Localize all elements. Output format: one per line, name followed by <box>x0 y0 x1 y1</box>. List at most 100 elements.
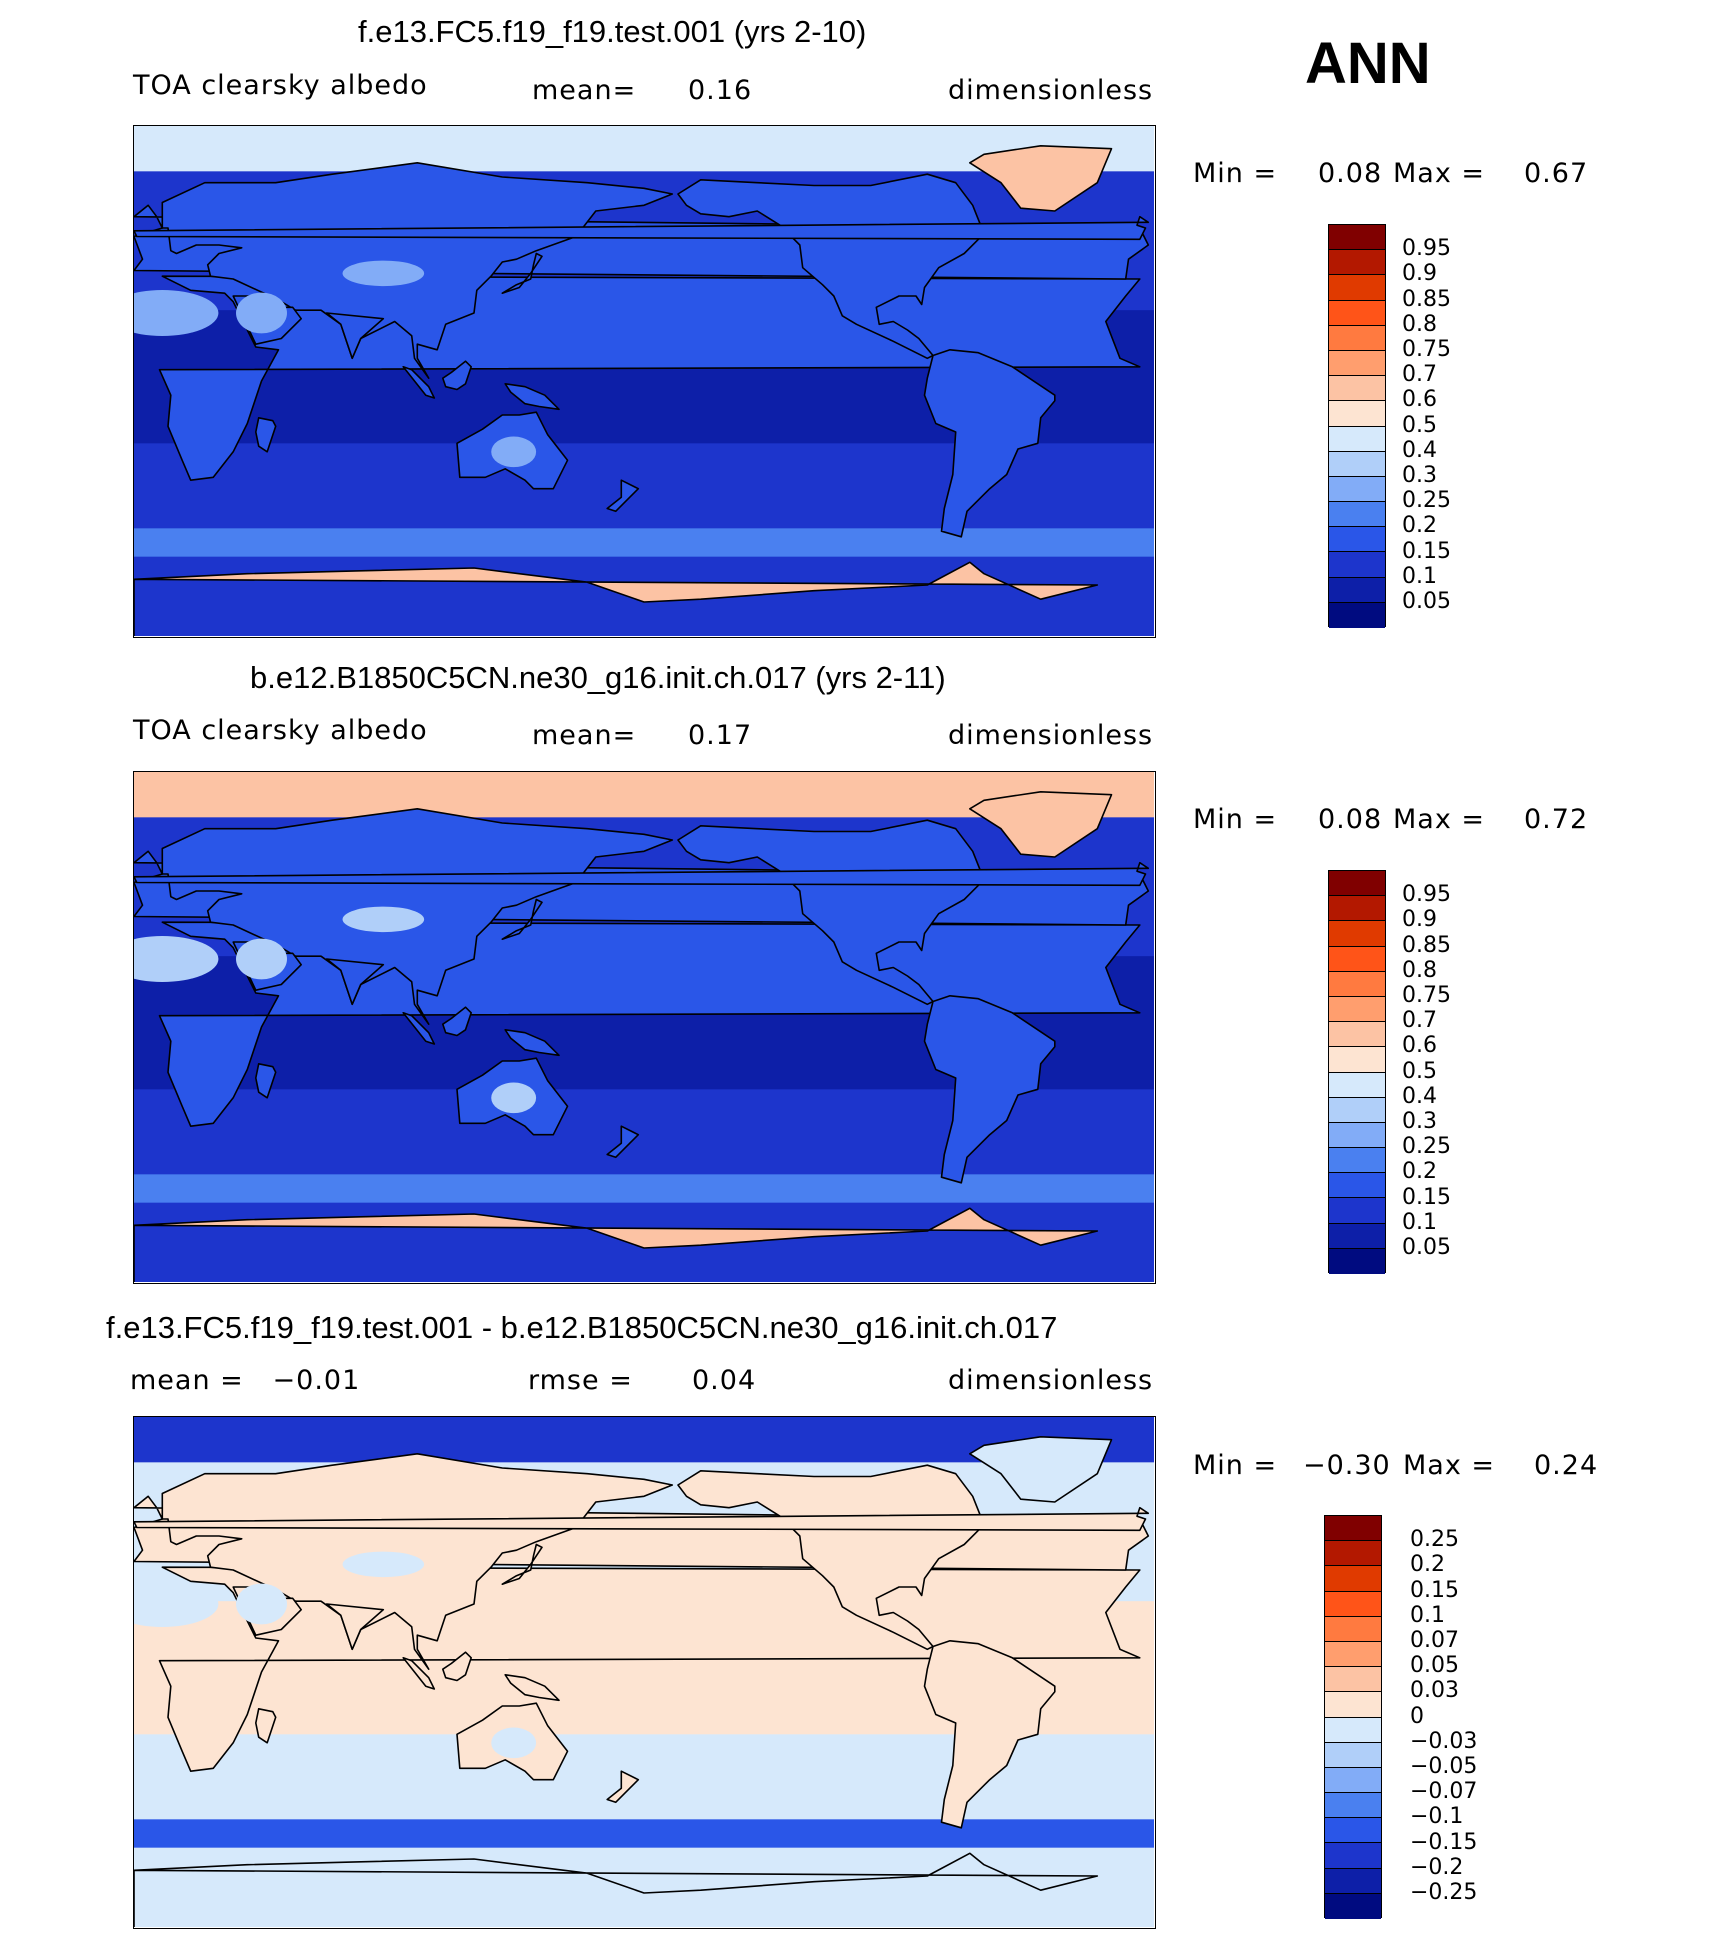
colorbar-tick-label: −0.2 <box>1410 1854 1464 1880</box>
panel-1-units: dimensionless <box>948 75 1154 106</box>
colorbar-tick-label: 0.6 <box>1402 1033 1437 1059</box>
colorbar-swatch <box>1329 1173 1385 1199</box>
colorbar-swatch <box>1329 376 1385 402</box>
panel-3-units: dimensionless <box>948 1365 1154 1396</box>
australia-patch <box>491 436 537 468</box>
continent-greenland <box>968 144 1113 212</box>
colorbar-tick-label: 0.2 <box>1402 1159 1437 1185</box>
continent-antarctica <box>134 1852 1099 1927</box>
tibet-patch <box>342 906 425 933</box>
colorbar-swatch <box>1325 1818 1381 1844</box>
colorbar-swatch <box>1329 250 1385 276</box>
colorbar-swatch <box>1329 1022 1385 1048</box>
colorbar-tick-label: 0.25 <box>1410 1527 1459 1553</box>
continent-newguinea <box>504 382 560 411</box>
map-canvas <box>134 772 1154 1282</box>
season-label: ANN <box>1305 31 1431 96</box>
colorbar-swatch <box>1329 350 1385 377</box>
colorbar-swatch <box>1325 1767 1381 1794</box>
colorbar-tick-label: 0.75 <box>1402 337 1451 362</box>
panel-1-min-value: 0.08 <box>1318 158 1383 189</box>
colorbar-tick-label: 0.15 <box>1402 1184 1451 1210</box>
colorbar-tick-label: −0.15 <box>1410 1829 1478 1855</box>
continent-madagascar <box>255 1707 277 1744</box>
panel-2-max-value: 0.72 <box>1524 804 1589 835</box>
panel-1-map <box>133 125 1156 638</box>
panel-1-colorbar <box>1328 224 1386 628</box>
panel-3-max-label: Max = <box>1403 1450 1496 1481</box>
colorbar-tick-label: 0.05 <box>1410 1653 1459 1679</box>
continent-india <box>325 312 385 360</box>
colorbar-swatch <box>1329 577 1385 603</box>
colorbar-swatch <box>1329 1223 1385 1249</box>
continent-antarctica <box>134 561 1099 636</box>
colorbar-tick-label: 0.05 <box>1402 589 1451 614</box>
panel-2-colorbar <box>1328 870 1386 1274</box>
colorbar-tick-label: 0.15 <box>1402 538 1451 564</box>
continent-uk <box>134 1506 1150 1532</box>
panel-1-max-label: Max = <box>1393 158 1486 189</box>
colorbar-swatch <box>1329 1198 1385 1224</box>
colorbar-tick-label: 0.3 <box>1402 1109 1437 1134</box>
colorbar-swatch <box>1329 225 1385 251</box>
colorbar-tick-label: 0.6 <box>1402 387 1437 413</box>
continent-sumatra <box>402 1657 436 1690</box>
panel-2-map <box>133 771 1156 1284</box>
panel-2-variable-label: TOA clearsky albedo <box>133 715 428 746</box>
continent-india <box>325 958 385 1006</box>
map-canvas <box>134 1417 1154 1927</box>
panel-3-min-label: Min = <box>1193 1450 1278 1481</box>
colorbar-swatch <box>1325 1717 1381 1743</box>
colorbar-swatch <box>1325 1667 1381 1693</box>
continent-borneo <box>441 1651 473 1682</box>
continent-nz <box>606 1125 640 1159</box>
continent-india <box>325 1603 385 1651</box>
colorbar-swatch <box>1329 451 1385 477</box>
colorbar-swatch <box>1329 1072 1385 1098</box>
tibet-patch <box>342 1551 425 1578</box>
colorbar-swatch <box>1329 921 1385 947</box>
panel-3-max-value: 0.24 <box>1534 1450 1599 1481</box>
colorbar-tick-label: 0.1 <box>1410 1602 1445 1628</box>
panel-3-rmse-key: rmse = <box>528 1365 633 1396</box>
tibet-patch <box>342 260 425 287</box>
panel-3-map <box>133 1416 1156 1929</box>
colorbar-swatch <box>1329 1047 1385 1073</box>
colorbar-tick-label: 0.1 <box>1402 563 1437 589</box>
colorbar-tick-label: 0.2 <box>1410 1552 1445 1578</box>
panel-3-rmse-value: 0.04 <box>692 1365 757 1396</box>
colorbar-swatch <box>1325 1591 1381 1617</box>
panel-3-min-value: −0.30 <box>1303 1450 1391 1481</box>
sahara-patch <box>134 290 219 336</box>
colorbar-tick-label: 0.1 <box>1402 1209 1437 1235</box>
colorbar-tick-label: 0.8 <box>1402 957 1437 983</box>
sahara-patch <box>134 936 219 982</box>
colorbar-swatch <box>1329 971 1385 997</box>
colorbar-tick-label: 0.5 <box>1402 1058 1437 1084</box>
colorbar-tick-label: 0.05 <box>1402 1235 1451 1260</box>
panel-1-max-value: 0.67 <box>1524 158 1589 189</box>
continent-s_america <box>923 995 1056 1184</box>
colorbar-swatch <box>1329 401 1385 427</box>
colorbar-tick-label: 0.15 <box>1410 1577 1459 1603</box>
panel-2-mean-value: 0.17 <box>688 720 753 751</box>
continent-borneo <box>441 360 473 391</box>
colorbar-tick-label: −0.05 <box>1410 1754 1478 1779</box>
colorbar-swatch <box>1325 1516 1381 1542</box>
arabia-patch <box>236 938 287 980</box>
colorbar-tick-label: 0.3 <box>1402 463 1437 488</box>
southern-ocean-band <box>134 528 1154 557</box>
colorbar-swatch <box>1325 1541 1381 1567</box>
colorbar-tick-label: 0.4 <box>1402 1083 1437 1109</box>
continent-antarctica <box>134 1207 1099 1282</box>
panel-1-title: f.e13.FC5.f19_f19.test.001 (yrs 2-10) <box>358 14 867 49</box>
colorbar-tick-label: 0.95 <box>1402 236 1451 262</box>
colorbar-tick-label: −0.03 <box>1410 1728 1478 1754</box>
colorbar-swatch <box>1325 1793 1381 1819</box>
colorbar-tick-label: 0.9 <box>1402 261 1437 287</box>
continent-japan <box>501 1543 543 1585</box>
panel-2-units: dimensionless <box>948 720 1154 751</box>
continent-japan <box>501 252 543 294</box>
southern-ocean-band <box>134 1819 1154 1848</box>
continent-uk <box>134 215 1150 241</box>
